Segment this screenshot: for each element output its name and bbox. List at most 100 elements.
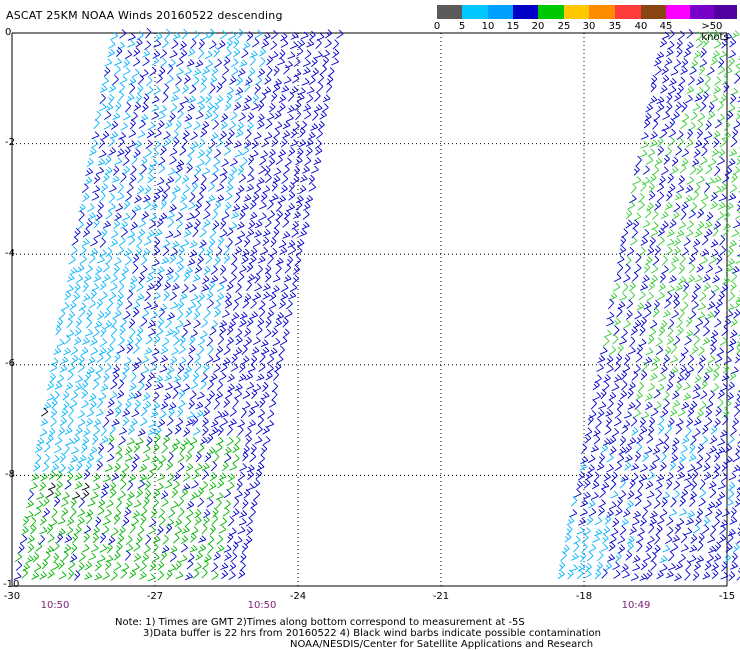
wind-barb <box>110 229 119 239</box>
wind-barb <box>697 302 706 311</box>
wind-barb <box>609 345 617 356</box>
wind-barb <box>267 210 276 220</box>
wind-barb <box>160 550 168 561</box>
wind-barb <box>320 64 327 75</box>
wind-barb <box>616 255 625 264</box>
wind-barb <box>115 101 122 112</box>
wind-barb <box>721 561 728 572</box>
wind-barb <box>207 446 216 455</box>
wind-barb <box>620 369 628 381</box>
wind-barb <box>172 388 179 400</box>
wind-barb <box>264 264 272 275</box>
wind-barb <box>81 183 89 194</box>
wind-barb <box>117 137 125 148</box>
wind-barb <box>140 265 148 274</box>
wind-barb <box>227 473 236 482</box>
wind-barb <box>707 66 715 76</box>
wind-barb <box>210 132 219 141</box>
wind-barb <box>619 390 628 400</box>
wind-barb <box>38 534 46 546</box>
wind-barb <box>261 138 269 148</box>
wind-barb <box>110 325 118 337</box>
wind-barb <box>110 120 119 130</box>
wind-barb <box>289 283 298 293</box>
wind-barb <box>717 156 725 166</box>
wind-barb <box>151 149 159 158</box>
wind-barb <box>729 329 738 339</box>
legend-swatch <box>641 5 666 19</box>
map-title: ASCAT 25KM NOAA Winds 20160522 descendin… <box>6 9 283 22</box>
wind-barb <box>209 40 217 50</box>
wind-barb <box>654 65 662 76</box>
wind-barb <box>693 417 702 426</box>
wind-barb <box>112 365 120 374</box>
wind-barb <box>661 166 669 176</box>
wind-barb <box>184 572 193 581</box>
wind-barb <box>188 95 196 104</box>
wind-barb <box>94 320 103 329</box>
wind-barb <box>660 128 668 139</box>
wind-barb <box>638 246 646 257</box>
wind-barb <box>716 254 723 265</box>
wind-barb <box>727 435 735 445</box>
wind-barb <box>158 507 165 519</box>
wind-barb <box>66 317 73 329</box>
wind-barb <box>170 500 179 509</box>
wind-barb <box>211 66 219 76</box>
wind-barb <box>206 290 214 301</box>
wind-barb <box>144 291 151 302</box>
wind-barb <box>207 535 215 545</box>
wind-barb <box>140 255 148 266</box>
wind-barb <box>631 271 639 282</box>
wind-barb <box>703 282 711 292</box>
wind-barb <box>670 255 679 264</box>
wind-barb <box>169 545 178 554</box>
wind-barb <box>226 425 233 436</box>
wind-barb <box>302 210 310 220</box>
wind-barb <box>305 138 314 147</box>
wind-barb <box>148 219 156 229</box>
wind-barb <box>64 480 72 490</box>
wind-barb <box>22 515 30 527</box>
wind-barb <box>154 228 163 237</box>
wind-barb <box>178 245 185 256</box>
wind-barb <box>128 140 136 148</box>
wind-barb <box>306 86 315 94</box>
wind-barb <box>194 562 202 571</box>
wind-barb <box>55 480 63 491</box>
wind-barb <box>230 263 238 274</box>
wind-barb <box>654 157 663 166</box>
wind-barb <box>147 121 156 131</box>
wind-barb <box>215 443 223 453</box>
wind-barb <box>165 382 173 391</box>
wind-barb <box>287 51 296 60</box>
wind-barb <box>677 326 684 337</box>
wind-barb <box>712 226 719 237</box>
wind-barb <box>136 282 144 292</box>
wind-barb <box>206 102 214 113</box>
wind-barb <box>229 462 238 471</box>
wind-barb <box>115 400 123 410</box>
wind-barb <box>119 479 127 490</box>
wind-barb <box>246 183 254 192</box>
wind-barb <box>75 274 84 284</box>
wind-barb <box>643 118 651 129</box>
wind-barb <box>691 291 698 303</box>
wind-barb <box>606 364 614 374</box>
wind-barb <box>177 364 185 375</box>
wind-barb <box>96 166 105 175</box>
wind-barb <box>171 282 180 291</box>
wind-barb <box>161 38 169 49</box>
wind-barb <box>635 442 643 453</box>
wind-barb <box>166 460 173 471</box>
wind-barb <box>281 85 290 93</box>
wind-barb <box>632 555 641 563</box>
wind-barb <box>112 165 120 176</box>
wind-barb <box>615 552 622 563</box>
wind-barbs <box>13 27 740 582</box>
wind-barb <box>625 443 632 454</box>
wind-barb <box>239 463 248 472</box>
wind-barb <box>179 40 187 51</box>
wind-barb <box>564 533 572 543</box>
wind-barb <box>280 137 288 148</box>
